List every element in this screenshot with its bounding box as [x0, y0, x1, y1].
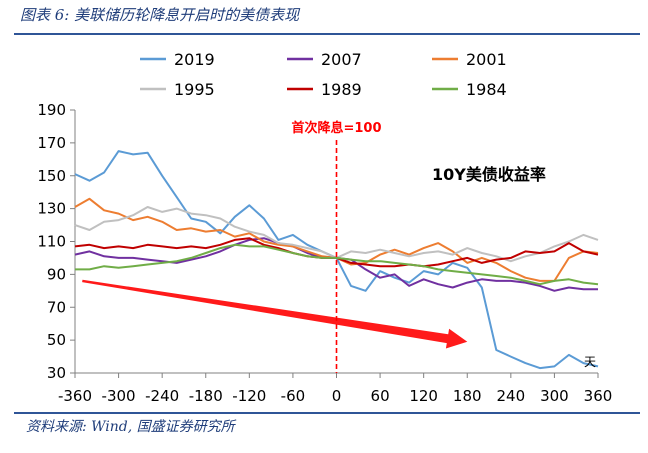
x-tick-label: 180 — [453, 387, 482, 405]
x-unit-label: 天 — [584, 355, 596, 369]
y-tick-label: 150 — [37, 167, 66, 185]
x-tick-label: -60 — [281, 387, 306, 405]
bottom-rule — [14, 412, 640, 414]
x-tick-label: 60 — [371, 387, 390, 405]
legend-label-2007: 2007 — [321, 50, 362, 69]
legend-label-2019: 2019 — [174, 50, 215, 69]
figure-title: 图表 6: 美联储历轮降息开启时的美债表现 — [20, 6, 300, 24]
x-tick-label: -180 — [189, 387, 223, 405]
source-note: 资料来源: Wind, 国盛证券研究所 — [26, 419, 235, 435]
legend-label-1989: 1989 — [321, 80, 362, 99]
x-tick-label: 0 — [332, 387, 342, 405]
y-tick-label: 190 — [37, 101, 66, 119]
x-tick-label: -300 — [102, 387, 136, 405]
chart-title: 10Y美债收益率 — [432, 165, 546, 184]
x-tick-label: 300 — [540, 387, 569, 405]
legend-label-2001: 2001 — [466, 50, 507, 69]
line-chart: 30 50 70 90 110 130 150 170 190 -360 -300 -240 -180… — [37, 50, 613, 405]
x-tick-label: -120 — [232, 387, 266, 405]
annotation-label: 首次降息=100 — [291, 120, 381, 136]
y-tick-label: 50 — [47, 331, 66, 349]
y-tick-label: 90 — [47, 265, 66, 283]
legend-label-1995: 1995 — [174, 80, 215, 99]
y-tick-label: 110 — [37, 233, 66, 251]
x-tick-label: -360 — [58, 387, 92, 405]
x-tick-label: 120 — [409, 387, 438, 405]
x-tick-label: 360 — [584, 387, 613, 405]
y-tick-label: 170 — [37, 134, 66, 152]
y-tick-label: 30 — [47, 364, 66, 382]
y-tick-label: 130 — [37, 200, 66, 218]
top-rule — [14, 33, 640, 35]
x-tick-label: 240 — [497, 387, 526, 405]
trend-arrow — [82, 279, 468, 349]
y-tick-label: 70 — [47, 298, 66, 316]
legend-label-1984: 1984 — [466, 80, 507, 99]
x-tick-label: -240 — [145, 387, 179, 405]
series-line-1984 — [75, 243, 599, 286]
